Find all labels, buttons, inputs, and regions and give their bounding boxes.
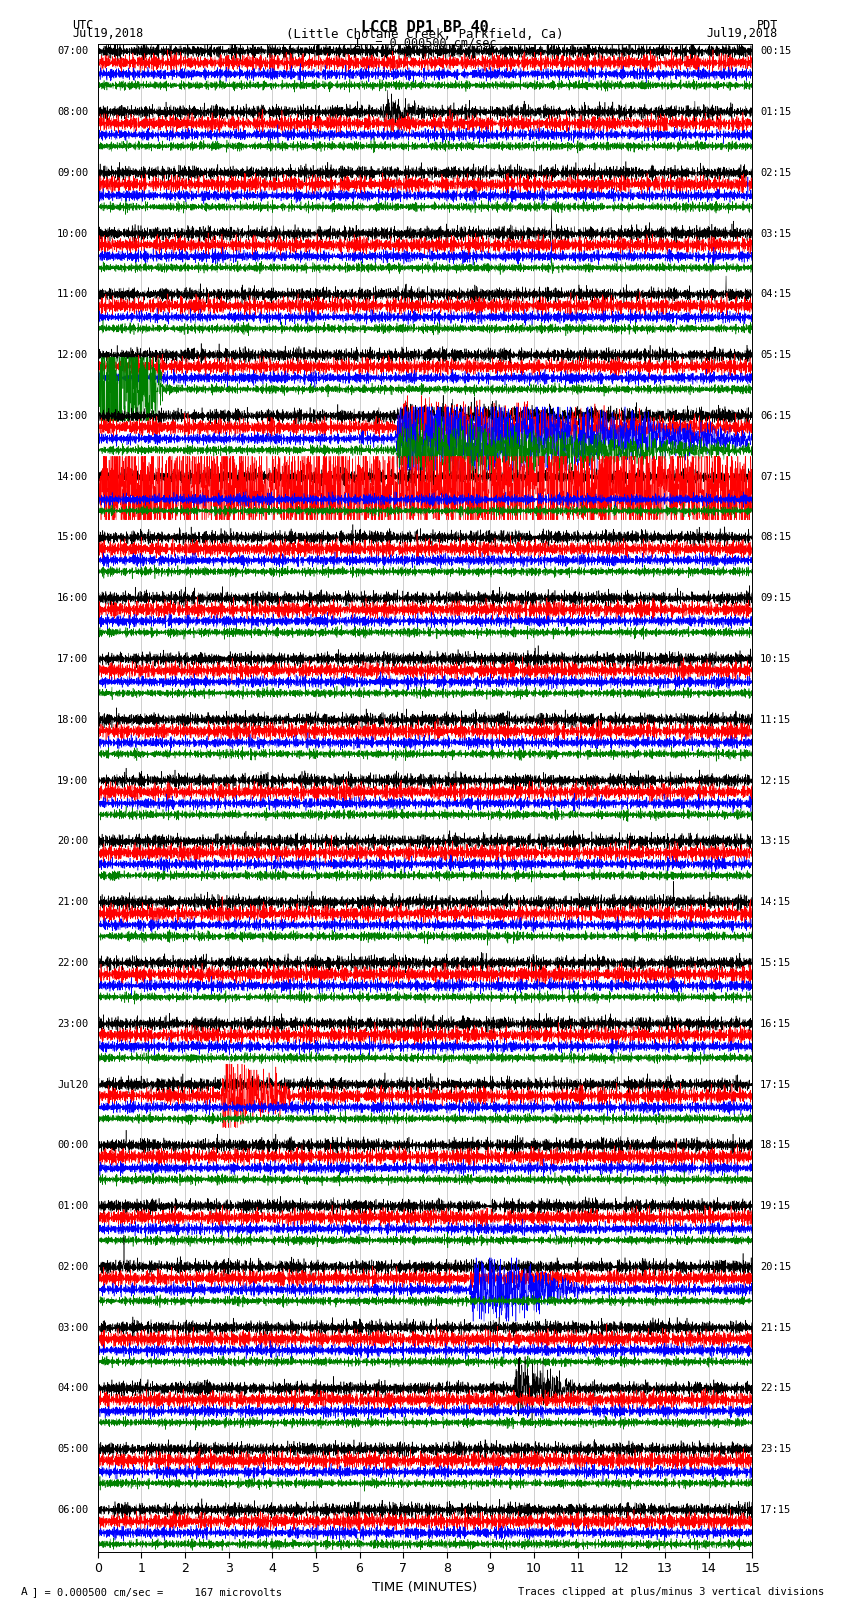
Text: 18:00: 18:00 — [57, 715, 88, 724]
Text: 13:15: 13:15 — [760, 837, 791, 847]
Text: ] = 0.000500 cm/sec =     167 microvolts: ] = 0.000500 cm/sec = 167 microvolts — [32, 1587, 282, 1597]
Text: 07:00: 07:00 — [57, 47, 88, 56]
Text: 05:00: 05:00 — [57, 1444, 88, 1455]
Text: 03:15: 03:15 — [760, 229, 791, 239]
Text: LCCB DP1 BP 40: LCCB DP1 BP 40 — [361, 19, 489, 35]
Text: 02:00: 02:00 — [57, 1261, 88, 1271]
Text: 12:00: 12:00 — [57, 350, 88, 360]
Text: 23:15: 23:15 — [760, 1444, 791, 1455]
Text: Jul20: Jul20 — [57, 1079, 88, 1089]
Text: 13:00: 13:00 — [57, 411, 88, 421]
Text: 15:00: 15:00 — [57, 532, 88, 542]
Text: 16:00: 16:00 — [57, 594, 88, 603]
Text: 10:00: 10:00 — [57, 229, 88, 239]
Text: 06:00: 06:00 — [57, 1505, 88, 1515]
Text: 12:15: 12:15 — [760, 776, 791, 786]
Text: 21:15: 21:15 — [760, 1323, 791, 1332]
Text: 21:00: 21:00 — [57, 897, 88, 907]
Text: 17:15: 17:15 — [760, 1079, 791, 1089]
Text: 14:00: 14:00 — [57, 471, 88, 482]
Text: 00:00: 00:00 — [57, 1140, 88, 1150]
Text: 23:00: 23:00 — [57, 1019, 88, 1029]
Text: PDT: PDT — [756, 18, 778, 32]
Text: 08:15: 08:15 — [760, 532, 791, 542]
Text: 07:15: 07:15 — [760, 471, 791, 482]
Text: 20:00: 20:00 — [57, 837, 88, 847]
Text: UTC: UTC — [72, 18, 94, 32]
Text: 01:00: 01:00 — [57, 1202, 88, 1211]
Text: 04:00: 04:00 — [57, 1384, 88, 1394]
Text: 19:00: 19:00 — [57, 776, 88, 786]
Text: A: A — [21, 1587, 28, 1597]
Text: 04:15: 04:15 — [760, 289, 791, 300]
Text: I  = 0.000500 cm/sec: I = 0.000500 cm/sec — [354, 37, 496, 50]
Text: 09:15: 09:15 — [760, 594, 791, 603]
Text: 11:15: 11:15 — [760, 715, 791, 724]
Text: 00:15: 00:15 — [760, 47, 791, 56]
Text: 18:15: 18:15 — [760, 1140, 791, 1150]
Text: 10:15: 10:15 — [760, 653, 791, 665]
Text: 02:15: 02:15 — [760, 168, 791, 177]
Text: Jul19,2018: Jul19,2018 — [706, 27, 778, 40]
Text: Traces clipped at plus/minus 3 vertical divisions: Traces clipped at plus/minus 3 vertical … — [518, 1587, 824, 1597]
Text: 22:00: 22:00 — [57, 958, 88, 968]
Text: 15:15: 15:15 — [760, 958, 791, 968]
Text: 03:00: 03:00 — [57, 1323, 88, 1332]
Text: 19:15: 19:15 — [760, 1202, 791, 1211]
Text: 17:00: 17:00 — [57, 653, 88, 665]
Text: 11:00: 11:00 — [57, 289, 88, 300]
Text: 22:15: 22:15 — [760, 1384, 791, 1394]
Text: 06:15: 06:15 — [760, 411, 791, 421]
Text: 08:00: 08:00 — [57, 106, 88, 118]
Text: 17:15: 17:15 — [760, 1505, 791, 1515]
Text: 16:15: 16:15 — [760, 1019, 791, 1029]
Text: 20:15: 20:15 — [760, 1261, 791, 1271]
Text: Jul19,2018: Jul19,2018 — [72, 27, 144, 40]
Text: 01:15: 01:15 — [760, 106, 791, 118]
Text: (Little Cholane Creek, Parkfield, Ca): (Little Cholane Creek, Parkfield, Ca) — [286, 29, 564, 42]
Text: 14:15: 14:15 — [760, 897, 791, 907]
X-axis label: TIME (MINUTES): TIME (MINUTES) — [372, 1581, 478, 1594]
Text: 05:15: 05:15 — [760, 350, 791, 360]
Text: 09:00: 09:00 — [57, 168, 88, 177]
